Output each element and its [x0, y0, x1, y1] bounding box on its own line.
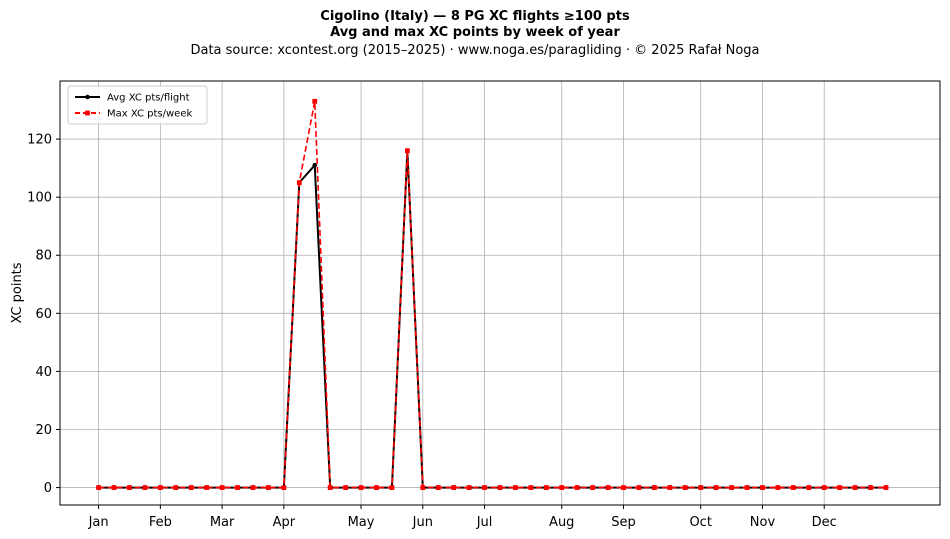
series-1-point — [682, 485, 688, 490]
series-1-point — [111, 485, 117, 490]
series-1-point — [574, 485, 580, 490]
chart-title-line-1: Cigolino (Italy) — 8 PG XC flights ≥100 … — [320, 9, 630, 24]
x-tick-label: Feb — [149, 515, 172, 530]
y-tick-label: 60 — [35, 307, 52, 322]
series-1-point — [327, 485, 333, 490]
x-tick-label: Jun — [412, 515, 433, 530]
series-1-point — [435, 485, 441, 490]
x-tick-label: Jul — [476, 515, 493, 530]
series-1-point — [389, 485, 395, 490]
series-1-point — [312, 98, 318, 104]
series-1-point — [837, 485, 843, 490]
legend-label-1: Max XC pts/week — [107, 109, 192, 120]
series-1-point — [760, 485, 765, 490]
series-1-point — [775, 485, 781, 490]
series-1-point — [651, 485, 657, 490]
x-tick-label: Sep — [611, 515, 636, 530]
x-tick-label: Jan — [88, 515, 109, 530]
series-1-point — [343, 485, 349, 490]
series-1-point — [698, 485, 704, 490]
series-1-point — [497, 485, 503, 490]
series-1-point — [127, 485, 132, 490]
y-tick-label: 40 — [35, 365, 52, 380]
series-1-point — [605, 485, 611, 490]
series-1-point — [235, 485, 240, 490]
series-1-point — [157, 485, 163, 490]
series-line-1 — [98, 101, 886, 489]
plot-frame — [59, 80, 941, 506]
series-1-point — [420, 485, 426, 490]
series-1-point — [281, 485, 287, 490]
series-1-point — [667, 485, 673, 490]
y-tick-label: 0 — [44, 481, 52, 496]
series-1-point — [821, 485, 827, 490]
series-1-point — [590, 485, 596, 490]
x-tick-label: Apr — [273, 515, 296, 530]
series-1-point — [404, 148, 410, 154]
series-1-point — [513, 485, 518, 490]
series-1-point — [790, 485, 796, 490]
series-1-point — [466, 485, 472, 490]
series-1-point — [883, 485, 889, 490]
y-tick-label: 100 — [27, 191, 52, 206]
series-1-point — [621, 485, 626, 490]
series-1-point — [173, 485, 179, 490]
series-1-point — [559, 485, 565, 490]
series-1-point — [806, 485, 812, 490]
x-tick-label: Mar — [210, 515, 235, 530]
series-1-point — [266, 485, 271, 490]
legend-marker-1 — [85, 110, 90, 116]
y-tick-label: 20 — [35, 423, 52, 438]
legend-box — [67, 85, 208, 125]
series-1-point — [482, 485, 487, 490]
series-1-point — [852, 485, 858, 490]
legend-label-0: Avg XC pts/flight — [107, 93, 190, 104]
series-1-point — [219, 485, 225, 490]
series-1-point — [96, 485, 101, 490]
series-1-point — [744, 485, 750, 490]
series-1-point — [374, 485, 379, 490]
series-1-point — [543, 485, 549, 490]
series-1-point — [296, 180, 302, 186]
legend: Avg XC pts/flight Max XC pts/week — [67, 85, 208, 125]
series-1-point — [204, 485, 210, 490]
series-line-0 — [98, 150, 886, 489]
chart-title-line-2: Avg and max XC points by week of year — [330, 25, 620, 40]
series-1-point — [528, 485, 534, 490]
x-tick-label: Dec — [812, 515, 837, 530]
series-1-point — [868, 485, 873, 490]
series-0-point — [312, 162, 318, 168]
series-1-point — [713, 485, 719, 490]
series-1-point — [636, 485, 642, 490]
y-tick-label: 120 — [27, 133, 52, 148]
x-tick-label: Oct — [689, 515, 711, 530]
series-1-point — [729, 485, 734, 490]
x-tick-label: Nov — [750, 515, 776, 530]
x-tick-label: Aug — [549, 515, 574, 530]
y-axis-label: XC points — [10, 262, 25, 323]
series-1-point — [142, 485, 148, 490]
series-1-point — [250, 485, 256, 490]
series-1-point — [358, 485, 364, 490]
y-tick-label: 80 — [35, 249, 52, 264]
chart-subtitle: Data source: xcontest.org (2015–2025) · … — [190, 43, 760, 58]
series-1-point — [188, 485, 194, 490]
x-tick-label: May — [348, 515, 375, 530]
legend-marker-0 — [85, 94, 90, 100]
series-1-point — [451, 485, 457, 490]
